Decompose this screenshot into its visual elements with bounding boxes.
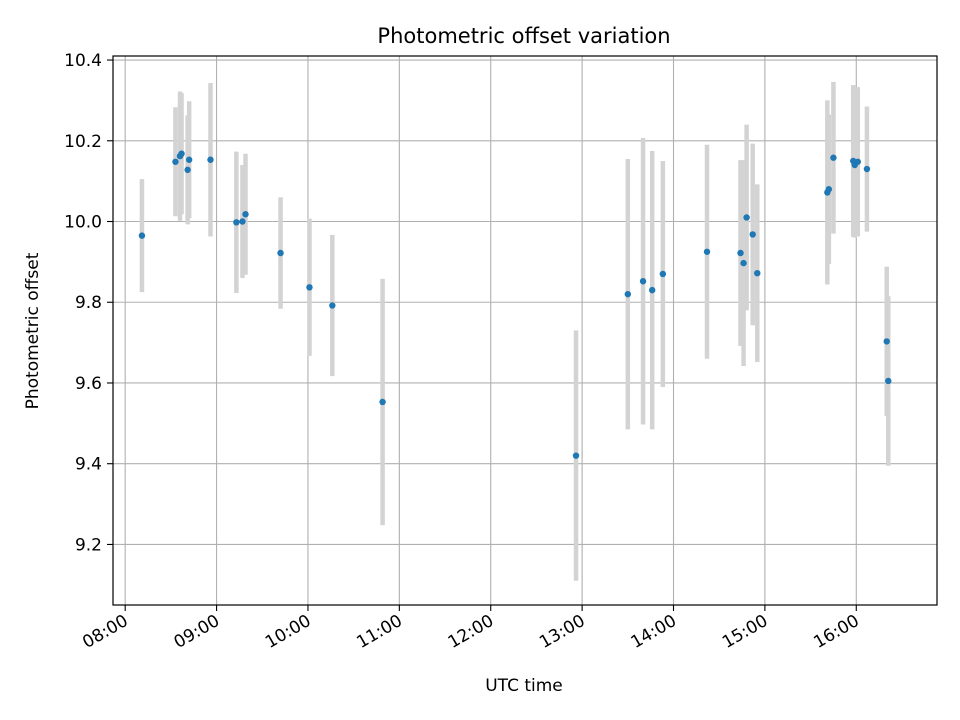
data-point — [743, 214, 750, 221]
chart-title: Photometric offset variation — [377, 24, 670, 48]
data-points — [138, 150, 892, 459]
data-point — [572, 452, 580, 459]
data-point — [185, 156, 193, 163]
y-tick-label: 10.0 — [64, 213, 102, 233]
data-point — [239, 218, 246, 225]
y-tick-label: 9.2 — [75, 535, 102, 555]
data-point — [639, 278, 647, 285]
data-point — [184, 166, 191, 174]
data-point — [379, 398, 386, 406]
data-point — [825, 186, 833, 193]
data-point — [178, 150, 185, 157]
data-point — [172, 158, 179, 165]
x-axis-label: UTC time — [485, 676, 563, 696]
data-point — [207, 156, 214, 163]
y-tick-label: 9.4 — [75, 455, 102, 475]
data-point — [830, 154, 837, 161]
y-tick-label: 10.4 — [64, 51, 102, 71]
data-point — [740, 259, 747, 267]
data-point — [703, 248, 711, 255]
data-point — [648, 286, 656, 294]
data-point — [329, 302, 336, 309]
y-tick-label: 10.2 — [64, 132, 102, 152]
data-point — [233, 219, 240, 226]
data-point — [277, 249, 284, 257]
y-tick-label: 9.8 — [75, 293, 102, 313]
data-point — [749, 231, 756, 238]
data-point — [754, 269, 761, 277]
data-point — [883, 338, 890, 345]
data-point — [624, 290, 632, 298]
data-point — [659, 270, 667, 278]
grid-lines — [113, 56, 937, 605]
data-point — [242, 211, 249, 218]
data-point — [863, 165, 871, 173]
y-tick-label: 9.6 — [75, 374, 102, 394]
data-point — [854, 158, 861, 165]
data-point — [885, 377, 892, 385]
data-point — [138, 232, 146, 239]
y-axis-label: Photometric offset — [23, 252, 43, 409]
data-point — [737, 249, 744, 257]
y-axis-ticks: 9.2 9.4 9.6 9.8 10.0 10.2 10.4 — [64, 51, 113, 555]
plot-frame — [112, 55, 938, 606]
data-point — [306, 284, 313, 291]
